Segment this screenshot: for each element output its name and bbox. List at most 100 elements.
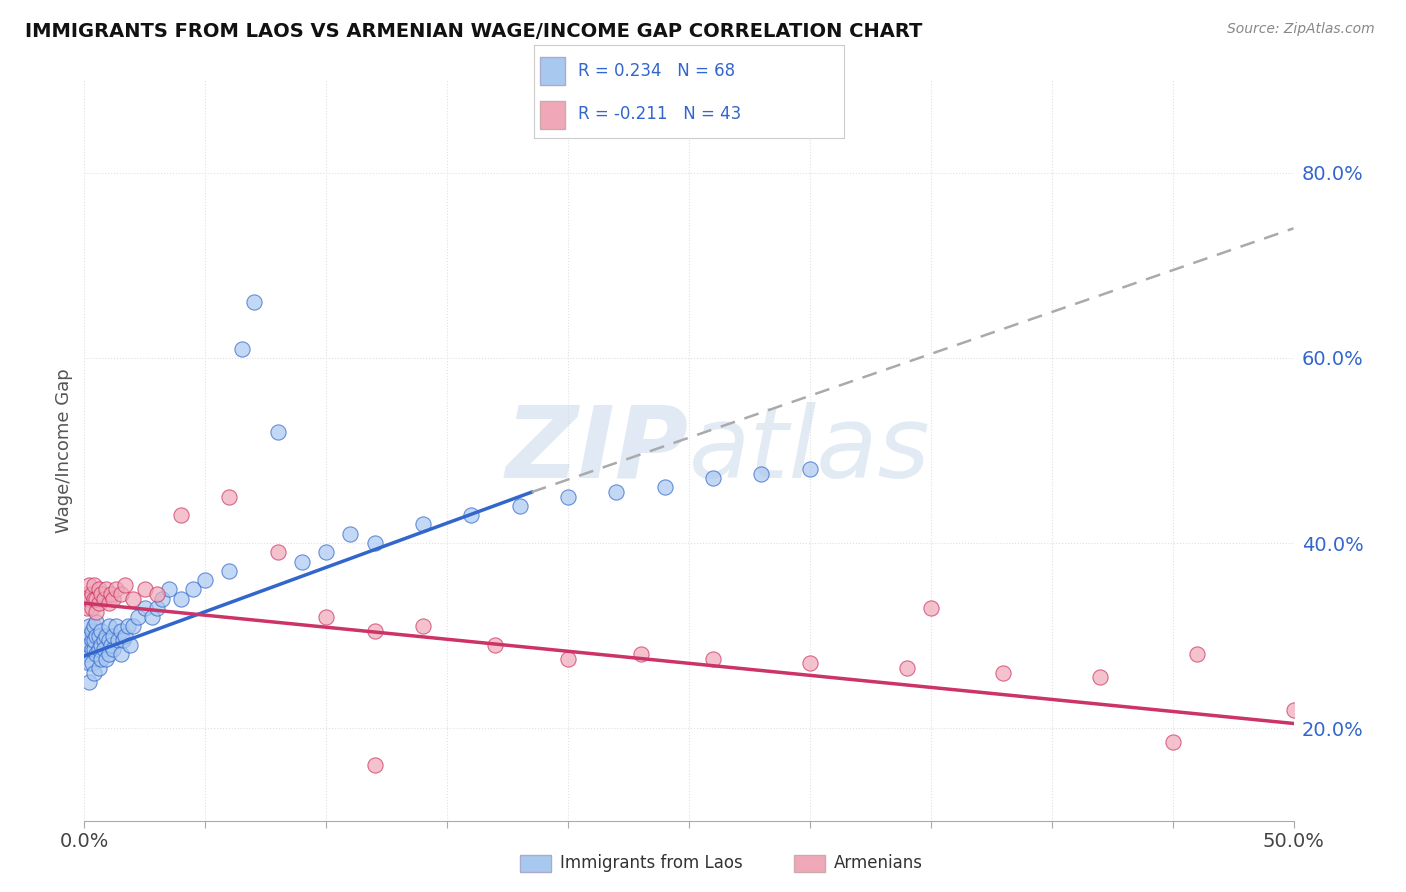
Point bbox=[77, 591, 100, 606]
Text: R = -0.211   N = 43: R = -0.211 N = 43 bbox=[578, 105, 741, 123]
Point bbox=[97, 647, 120, 661]
Point bbox=[146, 587, 169, 601]
Point bbox=[1282, 703, 1305, 717]
Point bbox=[412, 517, 434, 532]
Point bbox=[557, 490, 579, 504]
Point bbox=[110, 624, 132, 638]
Point bbox=[103, 642, 125, 657]
Point bbox=[896, 661, 918, 675]
Point bbox=[315, 610, 337, 624]
Point bbox=[77, 674, 100, 689]
Point bbox=[80, 642, 103, 657]
Point bbox=[291, 554, 314, 569]
Point bbox=[484, 638, 506, 652]
Point bbox=[94, 629, 117, 643]
Point bbox=[993, 665, 1015, 680]
Text: atlas: atlas bbox=[689, 402, 931, 499]
Point bbox=[110, 587, 132, 601]
Point bbox=[87, 582, 110, 597]
Point bbox=[93, 642, 115, 657]
Point bbox=[509, 499, 531, 513]
Point bbox=[93, 633, 115, 648]
Point bbox=[114, 577, 136, 591]
Point bbox=[1161, 735, 1184, 749]
Point bbox=[77, 577, 100, 591]
Point bbox=[170, 508, 193, 523]
Point bbox=[134, 582, 156, 597]
Point bbox=[103, 629, 125, 643]
Point bbox=[77, 638, 100, 652]
Text: Armenians: Armenians bbox=[834, 855, 922, 872]
Point bbox=[363, 624, 385, 638]
Point bbox=[86, 591, 108, 606]
Point bbox=[141, 610, 163, 624]
Point bbox=[231, 342, 253, 356]
Point bbox=[412, 619, 434, 633]
Point bbox=[557, 651, 579, 665]
Point bbox=[267, 545, 290, 559]
Point bbox=[90, 624, 112, 638]
Point bbox=[100, 638, 122, 652]
Point bbox=[920, 600, 942, 615]
Point bbox=[87, 642, 110, 657]
Text: ZIP: ZIP bbox=[506, 402, 689, 499]
Point bbox=[80, 600, 103, 615]
Point bbox=[218, 564, 240, 578]
Point bbox=[86, 606, 108, 620]
Point bbox=[76, 629, 98, 643]
Point bbox=[80, 624, 103, 638]
Point bbox=[90, 638, 112, 652]
Point bbox=[83, 591, 105, 606]
Point bbox=[799, 657, 821, 671]
Point bbox=[146, 600, 169, 615]
Point bbox=[157, 582, 180, 597]
Point bbox=[83, 665, 105, 680]
Point bbox=[120, 638, 142, 652]
Point bbox=[93, 591, 115, 606]
Point bbox=[80, 633, 103, 648]
Point bbox=[110, 647, 132, 661]
Point bbox=[654, 480, 676, 494]
Point bbox=[97, 633, 120, 648]
Point bbox=[86, 647, 108, 661]
Point bbox=[127, 610, 149, 624]
Point bbox=[181, 582, 204, 597]
Text: Source: ZipAtlas.com: Source: ZipAtlas.com bbox=[1227, 22, 1375, 37]
Point bbox=[218, 490, 240, 504]
Point bbox=[104, 582, 127, 597]
Point bbox=[76, 600, 98, 615]
Point bbox=[630, 647, 652, 661]
Point bbox=[114, 629, 136, 643]
Point bbox=[87, 629, 110, 643]
Point bbox=[107, 633, 129, 648]
Point bbox=[104, 619, 127, 633]
Point bbox=[363, 536, 385, 550]
Point bbox=[100, 587, 122, 601]
Point bbox=[339, 526, 361, 541]
Point bbox=[94, 651, 117, 665]
Point bbox=[80, 657, 103, 671]
Point bbox=[83, 577, 105, 591]
Point bbox=[94, 582, 117, 597]
Point bbox=[83, 619, 105, 633]
Point bbox=[363, 758, 385, 772]
Text: Immigrants from Laos: Immigrants from Laos bbox=[560, 855, 742, 872]
Point bbox=[90, 651, 112, 665]
Point bbox=[83, 633, 105, 648]
Point bbox=[90, 587, 112, 601]
Point bbox=[86, 629, 108, 643]
Point bbox=[315, 545, 337, 559]
Point bbox=[702, 471, 724, 485]
FancyBboxPatch shape bbox=[540, 101, 565, 129]
Point bbox=[97, 596, 120, 610]
Point bbox=[1088, 670, 1111, 684]
Point bbox=[242, 295, 264, 310]
Point bbox=[605, 485, 627, 500]
Point bbox=[170, 591, 193, 606]
Text: R = 0.234   N = 68: R = 0.234 N = 68 bbox=[578, 62, 735, 79]
Point bbox=[117, 619, 139, 633]
Point bbox=[80, 587, 103, 601]
Point bbox=[77, 657, 100, 671]
Point bbox=[103, 591, 125, 606]
Point bbox=[76, 647, 98, 661]
